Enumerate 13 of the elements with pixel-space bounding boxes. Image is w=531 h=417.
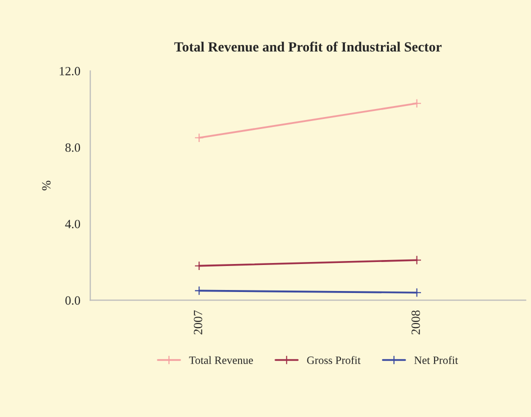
- y-axis-title: %: [42, 180, 51, 190]
- x-tick-label: 2007: [194, 310, 202, 334]
- chart-title: Total Revenue and Profit of Industrial Sector: [174, 42, 442, 52]
- point: [412, 98, 422, 108]
- x-tick-label: 2008: [412, 310, 420, 334]
- y-tick-label: 0.0: [65, 296, 80, 305]
- y-tick-label: 12.0: [60, 66, 80, 76]
- y-tick-label: 4.0: [65, 220, 80, 228]
- legend-label: Gross Profit: [307, 356, 361, 364]
- legend-label: Net Profit: [414, 356, 458, 364]
- legend-label: Total Revenue: [189, 356, 253, 364]
- y-tick-label: 8.0: [65, 143, 80, 152]
- point: [194, 133, 204, 142]
